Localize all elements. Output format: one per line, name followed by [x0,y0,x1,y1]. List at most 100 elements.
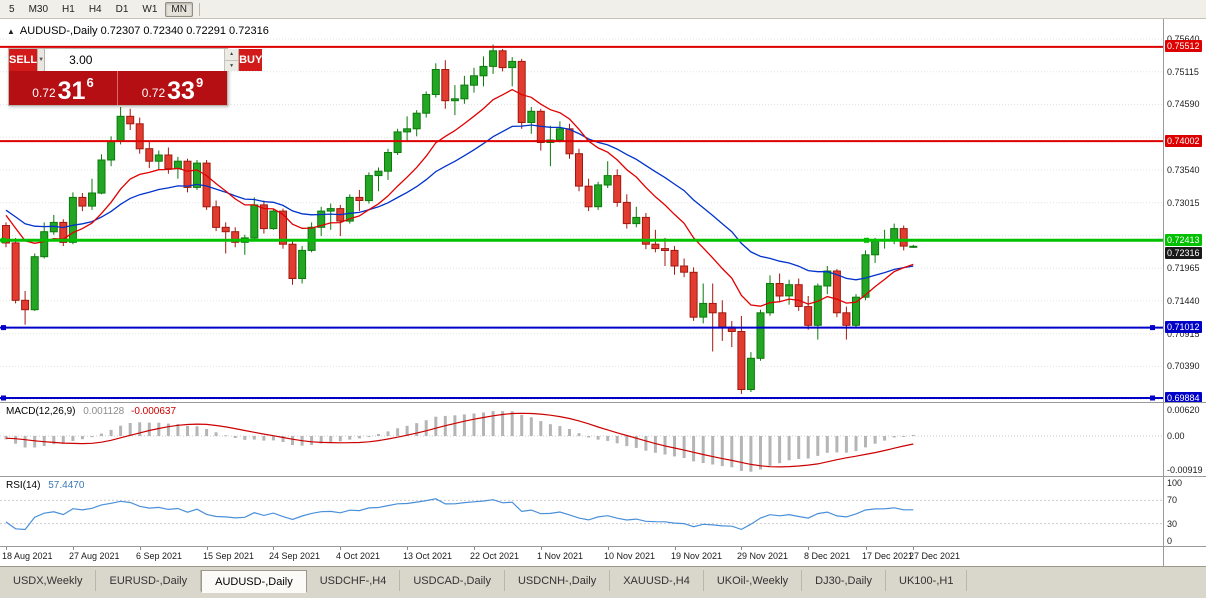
chart-tab-xauusd-h4[interactable]: XAUUSD-,H4 [610,570,704,591]
sell-price-sup: 6 [86,75,94,90]
volume-input[interactable] [45,49,225,71]
trade-prices-row: 0.72 31 6 0.72 33 9 [9,71,227,105]
price-tick-label: 0.73015 [1167,198,1200,208]
date-tick-mark [675,547,676,550]
price-tick-label: 0.70390 [1167,361,1200,371]
main-chart-pane[interactable]: ▲ AUDUSD-,Daily 0.72307 0.72340 0.72291 … [0,19,1163,402]
rsi-pane[interactable] [0,477,1163,546]
line-handle[interactable] [1,325,6,331]
candlestick-series [2,44,918,394]
one-click-toggle-icon[interactable]: ▲ [7,26,15,36]
volume-increase-icon[interactable]: ▲ [225,49,239,61]
sell-button[interactable]: SELL [9,49,38,71]
chart-tab-usdcad-daily[interactable]: USDCAD-,Daily [400,570,505,591]
date-label: 6 Sep 2021 [136,551,183,561]
price-tick-label: 0.73540 [1167,165,1200,175]
date-label: 22 Oct 2021 [470,551,520,561]
main-chart-canvas[interactable] [0,19,1163,402]
line-handle[interactable] [1,237,6,243]
date-label: 8 Dec 2021 [804,551,851,561]
date-label: 15 Sep 2021 [203,551,255,561]
macd-canvas[interactable] [0,403,1163,476]
bid-price-label: 0.72316 [1165,247,1202,259]
buy-button[interactable]: BUY [239,49,263,71]
date-tick-mark [73,547,74,550]
line-handle[interactable] [1,395,6,401]
price-axis[interactable]: 0.75640 0.75115 0.74590 0.73540 0.73015 0.719… [1164,19,1206,404]
timeframe-button-mn[interactable]: MN [165,1,193,17]
date-label: 10 Nov 2021 [604,551,656,561]
rsi-canvas[interactable] [0,477,1163,546]
timeframe-button-h1[interactable]: H1 [62,3,75,15]
buy-price-display[interactable]: 0.72 33 9 [118,71,227,105]
price-line-label-0.72413: 0.72413 [1165,234,1202,246]
ma-slow-line [5,124,914,281]
line-handle[interactable] [1150,395,1155,401]
macd-tick-label: -0.00919 [1167,465,1203,475]
time-axis[interactable]: 18 Aug 2021 27 Aug 2021 6 Sep 2021 15 Sep 2… [0,547,1206,566]
date-tick-mark [340,547,341,550]
macd-indicator-label: MACD(12,26,9) 0.001128 -0.000637 [6,406,176,417]
sell-price-display[interactable]: 0.72 31 6 [9,71,118,105]
chart-tab-eurusd-daily[interactable]: EURUSD-,Daily [96,570,202,591]
macd-signal-line [5,412,914,468]
volume-stepper: ▲ ▼ [224,49,239,71]
chart-tab-audusd-daily[interactable]: AUDUSD-,Daily [201,570,307,593]
rsi-line [5,498,914,531]
sell-price-prefix: 0.72 [32,86,56,100]
toolbar-separator [198,2,200,16]
macd-pane[interactable] [0,403,1163,476]
order-options-caret-icon[interactable]: ▼ [37,49,46,71]
timeframe-button-5[interactable]: 5 [9,3,15,15]
macd-name: MACD(12,26,9) [6,406,76,417]
grid-lines [0,38,1163,400]
chart-tabs-bar: USDX,Weekly EURUSD-,Daily AUDUSD-,Daily USD… [0,566,1206,598]
date-label: 27 Dec 2021 [909,551,961,561]
date-label: 19 Nov 2021 [671,551,723,561]
price-line-label-0.71012: 0.71012 [1165,321,1202,333]
chart-tab-ukoil-weekly[interactable]: UKOil-,Weekly [704,570,803,591]
price-tick-label: 0.75640 [1167,34,1200,44]
rsi-tick-label: 30 [1167,519,1178,529]
date-tick-mark [808,547,809,550]
chart-tab-dj30-daily[interactable]: DJ30-,Daily [802,570,887,591]
line-handle[interactable] [1150,325,1155,331]
buy-price-prefix: 0.72 [141,86,166,100]
date-label: 29 Nov 2021 [737,551,789,561]
ma-fast-line [5,88,914,307]
chart-tab-uk100-h1[interactable]: UK100-,H1 [886,570,968,591]
date-tick-mark [407,547,408,550]
rsi-indicator-label: RSI(14) 57.4470 [6,480,84,491]
date-tick-mark [866,547,867,550]
one-click-trading-panel: SELL ▼ ▲ ▼ BUY 0.72 31 6 0.7 [8,48,263,106]
chart-tab-usdx-weekly[interactable]: USDX,Weekly [0,570,97,591]
date-tick-mark [474,547,475,550]
timeframe-button-d1[interactable]: D1 [115,3,129,15]
timeframe-button-w1[interactable]: W1 [142,3,158,15]
volume-decrease-icon[interactable]: ▼ [225,60,239,71]
pane-separator[interactable] [0,402,1206,403]
date-tick-mark [541,547,542,550]
date-tick-mark [207,547,208,550]
price-tick-label: 0.70915 [1167,329,1200,339]
date-tick-mark [6,547,7,550]
pane-separator [0,546,1206,547]
chart-title-text: AUDUSD-,Daily 0.72307 0.72340 0.72291 0.… [19,25,269,37]
price-tick-label: 0.75115 [1167,67,1199,77]
chart-tab-usdcnh-daily[interactable]: USDCNH-,Daily [505,570,611,591]
date-tick-mark [608,547,609,550]
timeframe-button-h4[interactable]: H4 [88,3,102,15]
timeframe-toolbar: 5 M30 H1 H4 D1 W1 MN [0,0,1206,19]
date-tick-mark [741,547,742,550]
pane-separator[interactable] [0,476,1206,477]
rsi-name: RSI(14) [6,480,41,491]
price-line-label-0.75512: 0.75512 [1165,40,1202,52]
date-label: 4 Oct 2021 [336,551,381,561]
date-label: 17 Dec 2021 [862,551,914,561]
chart-tab-usdchf-h4[interactable]: USDCHF-,H4 [307,570,401,591]
line-handle[interactable] [864,237,869,243]
timeframe-button-m30[interactable]: M30 [28,3,49,15]
macd-histogram [4,411,915,472]
sell-price-big: 31 [57,77,86,105]
